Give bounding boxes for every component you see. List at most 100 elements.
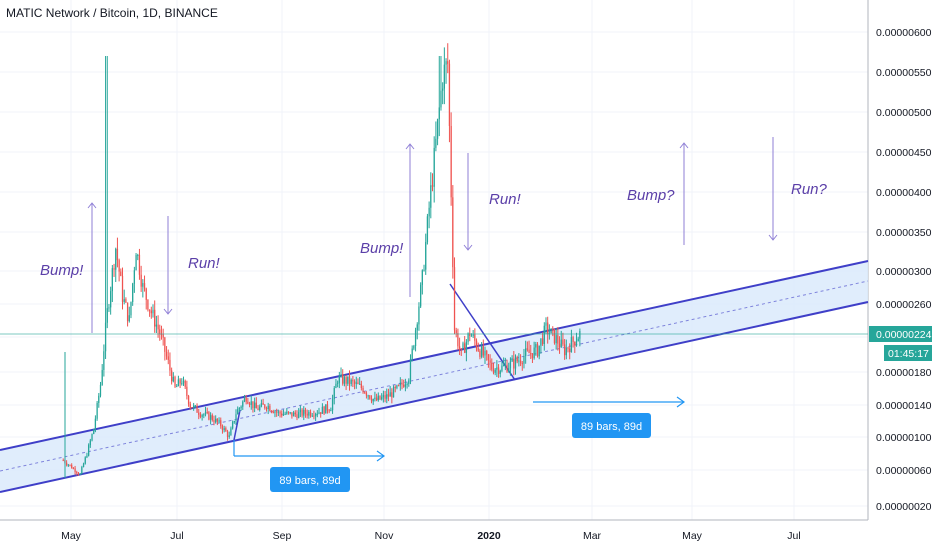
candle	[506, 359, 508, 373]
candle	[179, 378, 181, 389]
candle	[104, 56, 107, 359]
candle	[445, 58, 447, 84]
candle	[391, 388, 393, 404]
candle	[528, 340, 530, 354]
candle	[406, 382, 408, 389]
candle	[338, 371, 340, 389]
candle	[99, 381, 102, 398]
candle	[370, 395, 373, 404]
candle	[491, 358, 493, 372]
candle	[536, 342, 539, 358]
candle	[165, 346, 168, 360]
candle	[96, 401, 98, 421]
candle	[118, 258, 120, 282]
candle	[423, 264, 425, 272]
candle	[267, 402, 269, 415]
y-tick-label: 0.00000020	[876, 501, 932, 513]
grid	[0, 0, 868, 520]
candle	[360, 380, 362, 391]
candle	[91, 433, 93, 442]
annotation-label: Run!	[489, 191, 522, 208]
candle	[82, 462, 85, 468]
candle	[208, 410, 210, 421]
candle	[411, 345, 413, 362]
candle	[419, 282, 422, 309]
candle	[430, 172, 432, 219]
candle	[550, 328, 552, 334]
candle	[409, 354, 412, 385]
candle	[98, 393, 100, 408]
candle	[74, 465, 76, 475]
candle	[555, 328, 557, 350]
x-tick-label: Sep	[273, 530, 292, 542]
candle	[359, 377, 361, 385]
x-axis-labels: May Jul Sep Nov 2020 Mar May Jul	[61, 530, 801, 542]
candle	[167, 349, 169, 365]
candle	[569, 343, 571, 360]
up-arrow	[87, 202, 97, 333]
candle	[526, 341, 529, 352]
candle	[233, 420, 235, 424]
candle	[130, 301, 132, 319]
candle	[225, 426, 227, 432]
candle	[533, 341, 535, 360]
up-arrow	[679, 142, 689, 245]
candle	[511, 355, 513, 362]
candle	[404, 378, 407, 392]
candle	[142, 279, 144, 298]
candle	[335, 379, 337, 389]
y-tick-label: 0.00000060	[876, 465, 932, 477]
candle	[389, 386, 391, 397]
candle	[69, 464, 71, 467]
candle	[301, 408, 303, 418]
candle	[110, 286, 112, 315]
candle	[299, 405, 302, 418]
curve-mark	[233, 409, 241, 441]
annotation-label: Bump!	[40, 262, 84, 279]
candle	[138, 248, 141, 280]
candle	[170, 367, 173, 385]
candle	[184, 379, 186, 390]
candle	[425, 233, 427, 275]
candle	[253, 397, 256, 413]
candle	[213, 415, 215, 426]
current-price-tag	[869, 326, 932, 342]
candle	[352, 375, 354, 387]
candle	[128, 306, 130, 323]
candle	[199, 412, 202, 419]
candle	[375, 393, 378, 402]
range-arrow	[233, 440, 386, 462]
candle	[563, 339, 566, 360]
range-label-box	[572, 413, 651, 438]
candle	[519, 354, 522, 367]
candle	[465, 339, 468, 362]
channel	[0, 260, 869, 493]
candle	[182, 376, 185, 386]
y-tick-label: 0.00000500	[876, 107, 932, 119]
candle	[291, 412, 293, 419]
candle	[392, 385, 395, 398]
candle	[509, 357, 512, 376]
candle	[108, 303, 110, 312]
candle	[115, 247, 117, 282]
candle	[306, 409, 308, 419]
candle	[228, 431, 230, 439]
candle	[177, 375, 180, 387]
candle	[106, 56, 108, 329]
candle	[204, 406, 207, 417]
candle	[503, 357, 505, 367]
candle	[220, 417, 222, 429]
candle	[281, 410, 283, 418]
candle	[189, 401, 191, 411]
x-tick-label: May	[682, 530, 703, 542]
y-tick-label: 0.00000140	[876, 400, 932, 412]
annotation-label: Bump!	[360, 240, 404, 257]
candle	[89, 438, 91, 448]
candle	[475, 338, 478, 352]
candle	[276, 408, 278, 417]
candle	[479, 348, 481, 360]
candle	[541, 332, 544, 346]
chart-title: MATIC Network / Bitcoin, 1D, BINANCE	[6, 6, 218, 20]
candle	[328, 409, 330, 414]
